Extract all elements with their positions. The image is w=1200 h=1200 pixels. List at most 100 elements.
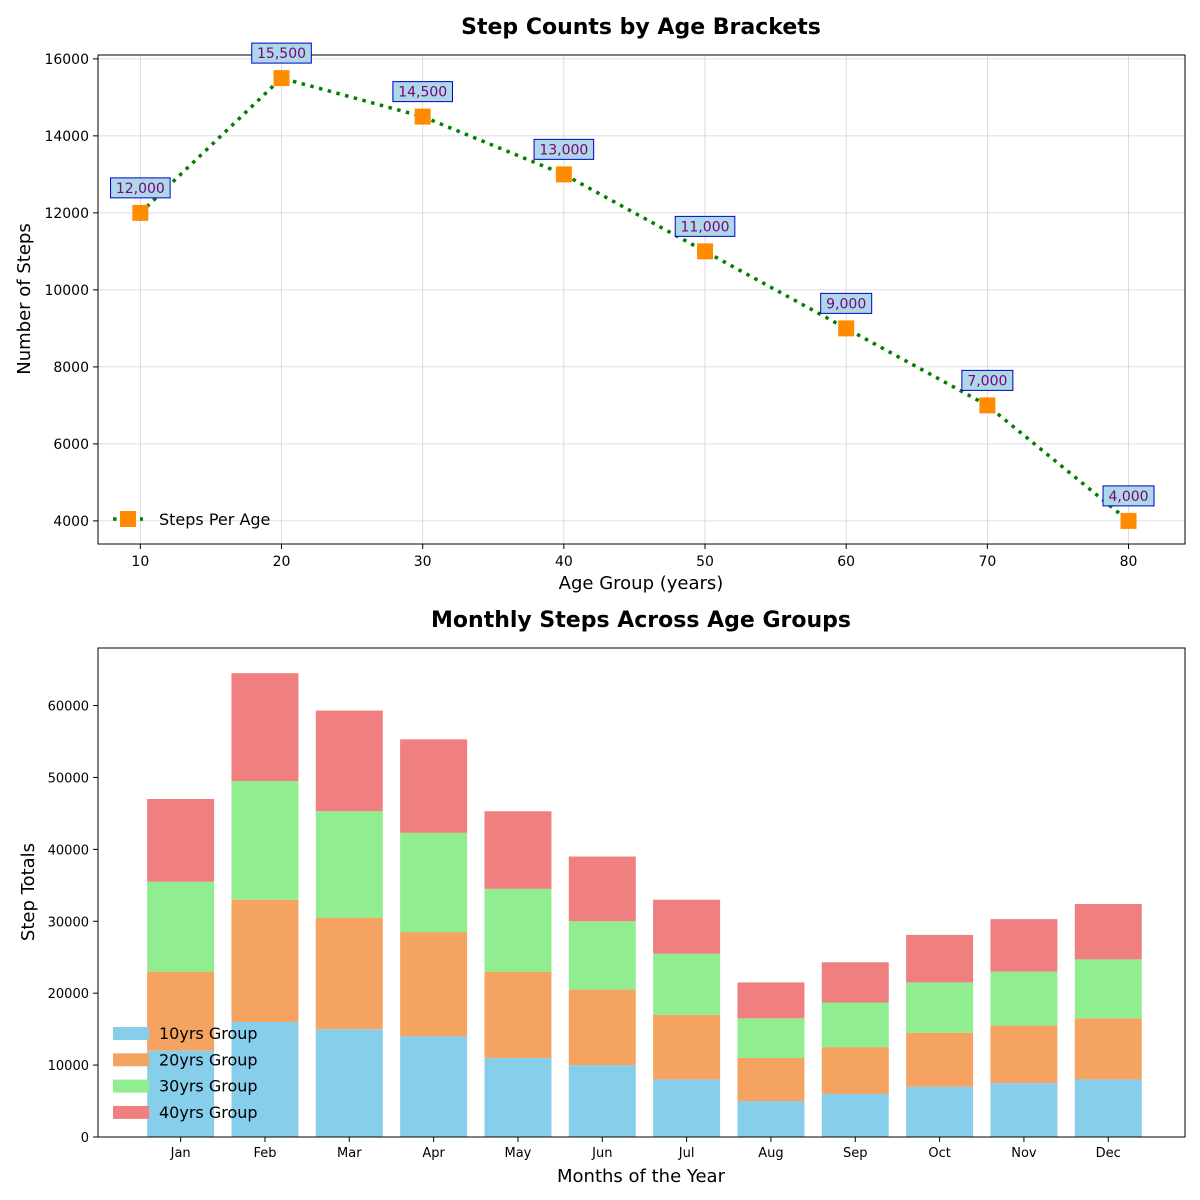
bar-segment-10yrs-group [990, 1083, 1058, 1137]
bar-segment-30yrs-group [1074, 959, 1142, 1019]
y-tick-label: 10000 [44, 283, 89, 299]
x-tick-label: Apr [422, 1146, 445, 1161]
data-point-marker [1120, 512, 1137, 529]
x-axis-label: Age Group (years) [559, 573, 724, 594]
y-tick-label: 16000 [44, 52, 89, 68]
data-label-box [110, 177, 171, 199]
y-tick-label: 14000 [44, 129, 89, 145]
x-tick-label: Sep [843, 1146, 868, 1161]
bar-segment-30yrs-group [315, 811, 383, 918]
y-tick-label: 10000 [48, 1059, 89, 1074]
legend-label: 40yrs Group [159, 1103, 258, 1122]
y-tick-label: 50000 [48, 771, 89, 786]
bar-segment-10yrs-group [568, 1065, 636, 1137]
bar-segment-40yrs-group [484, 811, 552, 889]
bar-segment-40yrs-group [821, 962, 889, 1003]
x-tick-label: 40 [555, 554, 573, 570]
x-tick-label: 10 [131, 554, 149, 570]
bar-segment-10yrs-group [484, 1057, 552, 1137]
x-tick-label: Jun [591, 1146, 612, 1161]
bar-segment-10yrs-group [653, 1079, 721, 1137]
data-label: 11,000 [681, 219, 730, 235]
plot-area-frame [97, 54, 1186, 545]
x-tick-label: May [505, 1146, 532, 1161]
data-label-box [820, 292, 873, 314]
bar-segment-30yrs-group [821, 1002, 889, 1048]
y-tick-label: 40000 [48, 843, 89, 858]
legend-swatch [113, 1079, 149, 1093]
bar-segment-40yrs-group [315, 710, 383, 812]
data-label-box [392, 81, 453, 103]
data-label-box [251, 42, 312, 64]
data-label: 13,000 [539, 142, 588, 158]
bar-segment-40yrs-group [231, 673, 299, 782]
legend-label: 30yrs Group [159, 1077, 258, 1096]
bar-segment-10yrs-group [906, 1086, 974, 1137]
bar-segment-40yrs-group [147, 799, 215, 882]
bar-segment-20yrs-group [315, 917, 383, 1030]
bar-segment-30yrs-group [653, 953, 721, 1015]
bars [147, 673, 1142, 1137]
bar-segment-10yrs-group [737, 1101, 805, 1137]
data-label: 4,000 [1108, 489, 1148, 505]
bar-segment-30yrs-group [400, 832, 468, 933]
axis-ticks: Jan Feb Mar Apr May Jun Jul Aug Sep Oct Nov Dec 0 100… [48, 700, 1121, 1161]
bar-segment-30yrs-group [737, 1018, 805, 1058]
y-tick-label: 6000 [53, 437, 89, 453]
y-tick-label: 8000 [53, 360, 89, 376]
axis-ticks: 10 20 30 40 50 60 70 80 4000 6000 8000 10000 12000 14… [44, 52, 1137, 570]
data-point-marker [555, 166, 572, 183]
bar-segment-20yrs-group [737, 1057, 805, 1102]
data-point-marker [697, 243, 714, 260]
x-tick-label: 20 [273, 554, 291, 570]
data-label-box [1102, 485, 1155, 507]
bar-segment-10yrs-group [821, 1093, 889, 1137]
bar-segment-20yrs-group [231, 899, 299, 1022]
x-tick-label: Dec [1096, 1146, 1121, 1161]
bar-segment-40yrs-group [737, 982, 805, 1019]
bar-segment-20yrs-group [400, 932, 468, 1037]
bar-segment-30yrs-group [990, 971, 1058, 1026]
data-labels: 12,000 15,500 14,500 13,000 11,000 9,000 7,000… [110, 42, 1155, 507]
legend-label: Steps Per Age [159, 510, 270, 529]
legend-swatch [113, 1053, 149, 1067]
x-tick-label: Jan [170, 1146, 191, 1161]
x-axis-label: Months of the Year [557, 1166, 726, 1187]
plot-area-frame [97, 647, 1186, 1138]
data-label: 14,500 [398, 85, 447, 101]
chart-title: Step Counts by Age Brackets [461, 15, 821, 40]
legend-swatch [113, 1027, 149, 1040]
data-label-box [533, 138, 595, 160]
bar-segment-20yrs-group [1074, 1018, 1142, 1080]
line-chart: Step Counts by Age Brackets 10 20 30 40 50 60… [14, 15, 1186, 594]
x-tick-label: Aug [758, 1146, 783, 1161]
bar-segment-20yrs-group [990, 1025, 1058, 1084]
data-point-marker [979, 397, 996, 414]
x-tick-label: Nov [1011, 1146, 1037, 1161]
bar-segment-10yrs-group [147, 1050, 215, 1137]
chart-title: Monthly Steps Across Age Groups [431, 608, 851, 633]
bar-segment-10yrs-group [231, 1021, 299, 1137]
y-tick-label: 4000 [53, 514, 89, 530]
x-tick-label: 30 [414, 554, 432, 570]
bar-segment-10yrs-group [1074, 1079, 1142, 1137]
stacked-bar-chart: Monthly Steps Across Age Groups Jan Feb Ma… [18, 608, 1186, 1187]
x-tick-label: 60 [837, 554, 855, 570]
grid [98, 55, 1185, 544]
y-tick-label: 60000 [48, 700, 89, 715]
data-label: 9,000 [826, 296, 866, 312]
legend-marker [120, 511, 136, 527]
bar-segment-40yrs-group [990, 919, 1058, 972]
data-label-box [961, 369, 1014, 391]
x-tick-label: Jul [678, 1146, 695, 1161]
bar-segment-30yrs-group [231, 781, 299, 900]
bar-segment-10yrs-group [315, 1029, 383, 1137]
y-tick-label: 12000 [44, 206, 89, 222]
legend-label: 10yrs Group [159, 1024, 258, 1043]
bar-segment-30yrs-group [568, 921, 636, 990]
x-tick-label: Mar [337, 1146, 362, 1161]
bar-segment-20yrs-group [653, 1014, 721, 1080]
y-axis-label: Step Totals [18, 843, 39, 941]
bar-segment-20yrs-group [484, 971, 552, 1058]
